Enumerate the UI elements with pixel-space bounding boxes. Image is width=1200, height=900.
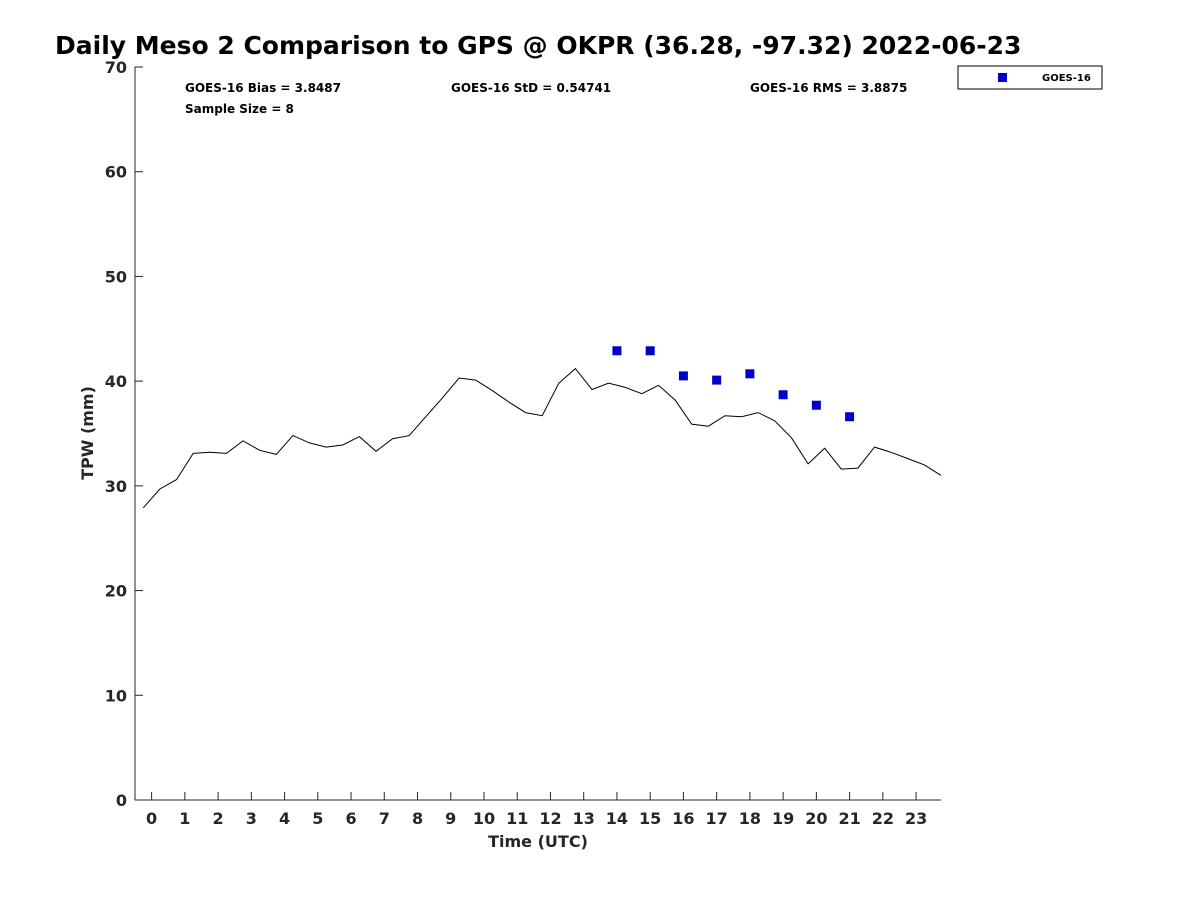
x-tick-label: 15 — [639, 809, 661, 828]
y-tick-label: 50 — [105, 267, 127, 286]
goes16-point — [778, 390, 788, 400]
goes16-point — [845, 412, 855, 422]
goes16-point — [745, 369, 755, 379]
y-tick-label: 10 — [105, 686, 127, 705]
y-tick-label: 40 — [105, 372, 127, 391]
y-tick-label: 20 — [105, 582, 127, 601]
x-axis-label: Time (UTC) — [488, 832, 588, 851]
x-tick-label: 4 — [279, 809, 290, 828]
sample-size-annotation: Sample Size = 8 — [185, 102, 294, 116]
x-tick-label: 14 — [606, 809, 628, 828]
y-tick-label: 30 — [105, 477, 127, 496]
legend-box — [957, 65, 1103, 90]
x-tick-label: 21 — [838, 809, 860, 828]
y-tick-label: 60 — [105, 163, 127, 182]
x-tick-label: 11 — [506, 809, 528, 828]
legend-label-goes16: GOES-16 — [1042, 73, 1091, 84]
goes16-point — [712, 375, 722, 385]
chart-title: Daily Meso 2 Comparison to GPS @ OKPR (3… — [55, 31, 1021, 60]
x-tick-label: 19 — [772, 809, 794, 828]
goes16-point — [645, 346, 655, 356]
std-annotation: GOES-16 StD = 0.54741 — [451, 81, 611, 95]
bias-annotation: GOES-16 Bias = 3.8487 — [185, 81, 341, 95]
goes16-point — [678, 371, 688, 381]
plot-area — [142, 346, 942, 509]
legend: GOES-16 — [957, 65, 1103, 90]
y-axis: 0 10 20 30 40 50 60 70 — [105, 58, 143, 810]
x-tick-label: 22 — [872, 809, 894, 828]
x-tick-label: 18 — [739, 809, 761, 828]
x-tick-label: 1 — [179, 809, 190, 828]
x-tick-label: 8 — [412, 809, 423, 828]
x-tick-label: 10 — [473, 809, 495, 828]
x-tick-label: 7 — [379, 809, 390, 828]
x-tick-label: 6 — [345, 809, 356, 828]
y-tick-label: 70 — [105, 58, 127, 77]
x-tick-label: 17 — [706, 809, 728, 828]
y-axis-label: TPW (mm) — [78, 386, 97, 480]
x-tick-label: 20 — [805, 809, 827, 828]
x-tick-label: 0 — [146, 809, 157, 828]
x-tick-label: 9 — [445, 809, 456, 828]
goes16-point — [612, 346, 622, 356]
x-tick-label: 3 — [246, 809, 257, 828]
x-tick-label: 12 — [539, 809, 561, 828]
x-tick-label: 2 — [213, 809, 224, 828]
legend-marker-goes16 — [998, 73, 1007, 82]
x-tick-label: 23 — [905, 809, 927, 828]
x-tick-label: 16 — [672, 809, 694, 828]
goes16-point — [811, 400, 821, 410]
x-tick-label: 5 — [312, 809, 323, 828]
y-tick-label: 0 — [116, 791, 127, 810]
gps-tpw-line — [142, 367, 942, 509]
x-tick-label: 13 — [573, 809, 595, 828]
rms-annotation: GOES-16 RMS = 3.8875 — [750, 81, 907, 95]
x-axis: 0 1 2 3 4 5 6 7 8 9 10 11 12 13 14 15 16 17 18 19 20 21 22 23 — [135, 792, 941, 828]
